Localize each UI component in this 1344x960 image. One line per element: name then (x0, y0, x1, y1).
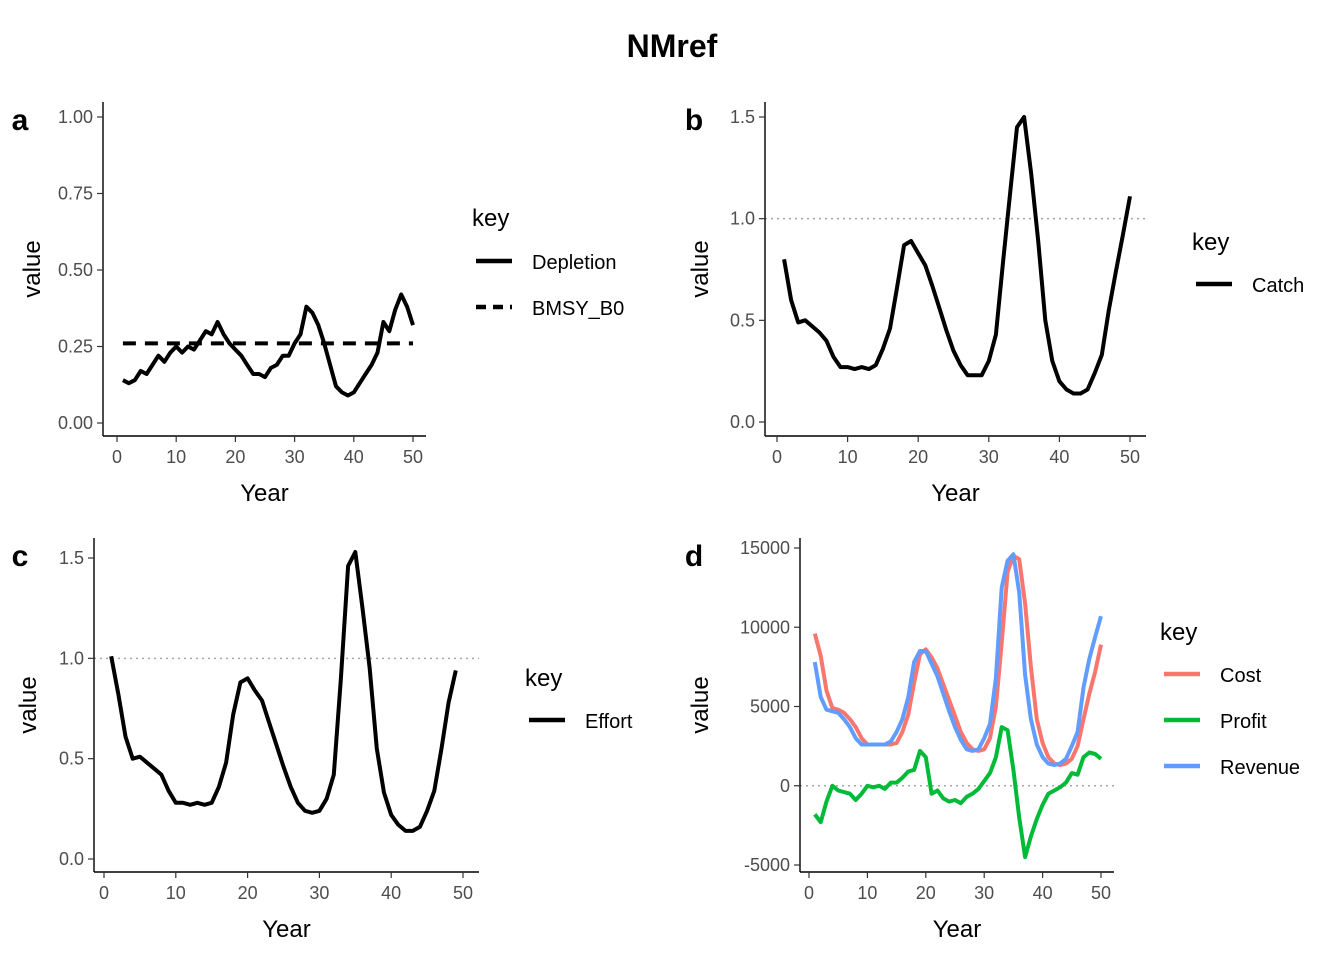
series-line-cost (812, 553, 1103, 768)
y-tick-label: 0.50 (58, 260, 93, 280)
x-tick-label: 30 (979, 447, 999, 467)
panel-d: d 0 10 20 30 40 50 -5000 0 5000 10000 15000 Year valu… (685, 538, 1300, 943)
y-tick-label: -5000 (744, 855, 790, 875)
x-tick-label: 10 (857, 883, 877, 903)
y-tick-label: 0.25 (58, 337, 93, 357)
y-tick-label: 0.0 (730, 412, 755, 432)
series-line-catch (782, 115, 1132, 396)
panel-tag-c: c (12, 540, 29, 573)
panel-tag-a: a (12, 104, 29, 137)
y-tick-label: 0.5 (730, 310, 755, 330)
y-tick-label: 10000 (740, 617, 790, 637)
x-tick-label: 10 (166, 883, 186, 903)
legend-label: Cost (1220, 665, 1262, 687)
series-line-profit (813, 725, 1103, 860)
y-tick-label: 5000 (750, 697, 790, 717)
x-axis-title: Year (933, 916, 982, 943)
x-tick-label: 40 (344, 447, 364, 467)
panel-tag-d: d (685, 540, 703, 573)
legend-label: Catch (1252, 275, 1304, 297)
x-tick-label: 50 (453, 883, 473, 903)
panel-c: c 0 10 20 30 40 50 0.0 0.5 1.0 1.5 Year value key Effo… (12, 538, 633, 943)
y-tick-label: 0.75 (58, 184, 93, 204)
legend-label: Revenue (1220, 757, 1300, 779)
series-line-depletion (121, 292, 415, 398)
legend-label: Depletion (532, 252, 617, 274)
y-axis-title: value (687, 240, 714, 297)
y-tick-label: 1.5 (730, 107, 755, 127)
panel-tag-b: b (685, 104, 703, 137)
y-tick-label: 1.5 (59, 548, 84, 568)
x-tick-label: 40 (1049, 447, 1069, 467)
series-line-revenue (812, 552, 1103, 768)
x-axis-title: Year (262, 916, 311, 943)
x-tick-label: 20 (908, 447, 928, 467)
y-axis-title: value (15, 676, 42, 733)
panel-b: b 0 10 20 30 40 50 0.0 0.5 1.0 1.5 Year value key Catc… (685, 102, 1304, 507)
x-tick-label: 30 (974, 883, 994, 903)
legend-title: key (525, 665, 562, 692)
panel-a: a 0 10 20 30 40 50 0.00 0.25 0.50 0.75 1.00 Year valu… (12, 102, 624, 507)
panels: a0 10 20 30 40 500.000.250.500.751.00Yearvalu… (12, 102, 1304, 943)
y-tick-label: 0.0 (59, 849, 84, 869)
y-tick-label: 15000 (740, 538, 790, 558)
x-tick-label: 50 (1091, 883, 1111, 903)
legend-title: key (1160, 619, 1197, 646)
y-tick-label: 0.5 (59, 749, 84, 769)
y-tick-label: 1.00 (58, 107, 93, 127)
x-tick-label: 10 (166, 447, 186, 467)
x-axis-title: Year (240, 480, 289, 507)
x-tick-label: 20 (238, 883, 258, 903)
legend-label: Effort (585, 711, 633, 733)
legend-title: key (472, 205, 509, 232)
y-axis-title: value (687, 676, 714, 733)
x-tick-label: 10 (838, 447, 858, 467)
legend-label: Profit (1220, 711, 1267, 733)
x-tick-label: 30 (285, 447, 305, 467)
legend-title: key (1192, 229, 1229, 256)
x-tick-label: 50 (403, 447, 423, 467)
x-tick-label: 20 (916, 883, 936, 903)
legend-label: BMSY_B0 (532, 298, 624, 320)
x-axis-title: Year (931, 480, 980, 507)
figure-title: NMref (627, 28, 718, 64)
x-tick-label: 0 (99, 883, 109, 903)
y-tick-label: 0.00 (58, 413, 93, 433)
x-tick-label: 0 (772, 447, 782, 467)
x-tick-label: 0 (804, 883, 814, 903)
y-tick-label: 0 (780, 776, 790, 796)
x-tick-label: 40 (381, 883, 401, 903)
y-tick-label: 1.0 (730, 209, 755, 229)
x-tick-label: 50 (1120, 447, 1140, 467)
series-line-effort (109, 550, 458, 833)
x-tick-label: 30 (309, 883, 329, 903)
x-tick-label: 40 (1033, 883, 1053, 903)
x-tick-label: 0 (112, 447, 122, 467)
y-tick-label: 1.0 (59, 648, 84, 668)
x-tick-label: 20 (225, 447, 245, 467)
y-axis-title: value (19, 240, 46, 297)
